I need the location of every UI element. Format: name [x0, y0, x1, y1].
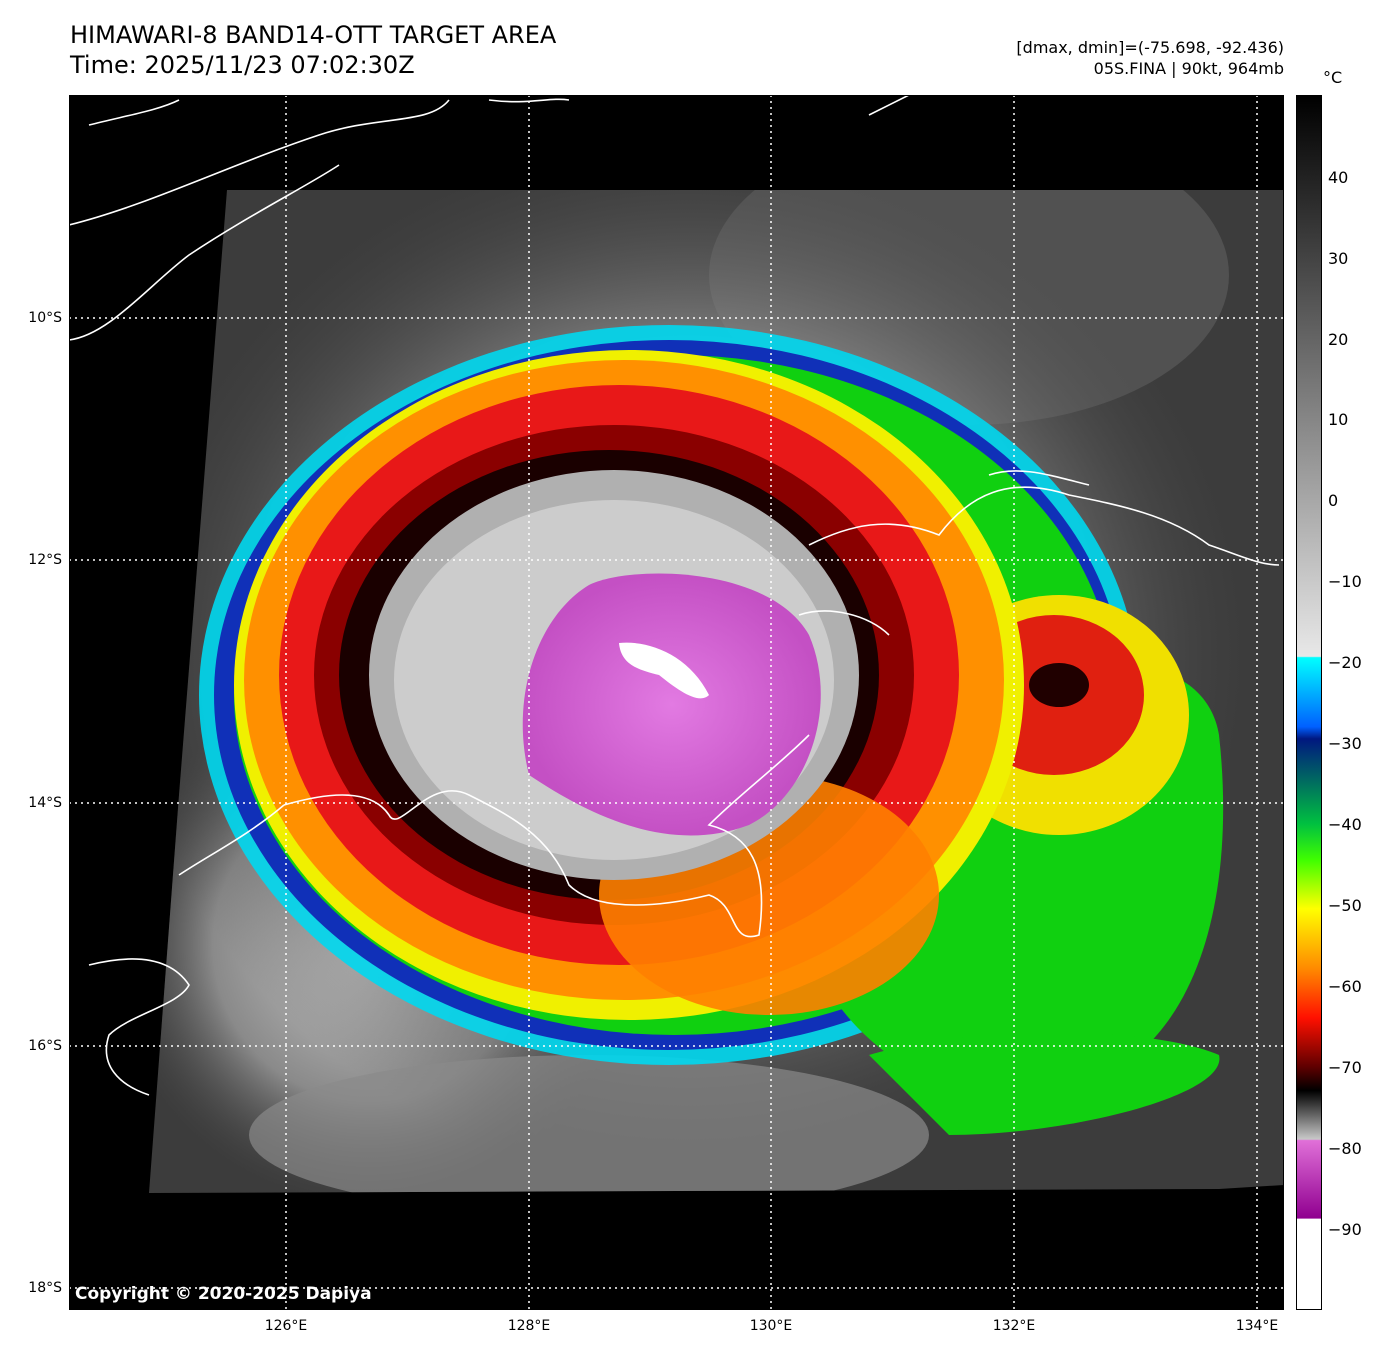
satellite-map [69, 95, 1284, 1310]
colorbar-tick-minus-90: −90 [1328, 1220, 1362, 1239]
lon-label-128e: 128°E [507, 1318, 551, 1334]
graticule [69, 95, 1284, 1310]
lat-label-12s: 12°S [28, 552, 62, 568]
title-product: HIMAWARI-8 BAND14-OTT TARGET AREA [70, 21, 557, 49]
lat-label-10s: 10°S [28, 310, 62, 326]
lat-label-18s: 18°S [28, 1280, 62, 1296]
map-frame [69, 95, 1284, 1310]
colorbar-tick-20: 20 [1328, 330, 1349, 349]
storm-name-intensity: 05S.FINA | 90kt, 964mb [1093, 59, 1284, 78]
colorbar-tick-minus-50: −50 [1328, 896, 1362, 915]
colorbar-scale [1297, 96, 1321, 1309]
colorbar-tick-30: 30 [1328, 249, 1349, 268]
colorbar-tick-minus-30: −30 [1328, 734, 1362, 753]
lon-label-130e: 130°E [749, 1318, 793, 1334]
lat-label-16s: 16°S [28, 1038, 62, 1054]
copyright-label: Copyright © 2020-2025 Dapiya [75, 1284, 372, 1304]
lon-label-132e: 132°E [992, 1318, 1036, 1334]
colorbar-tick-minus-10: −10 [1328, 572, 1362, 591]
storm-info: [dmax, dmin]=(-75.698, -92.436) 05S.FINA… [1016, 37, 1284, 79]
lon-label-134e: 134°E [1235, 1318, 1279, 1334]
cold-cloud-top-core [522, 573, 821, 836]
colorbar-tick-minus-40: −40 [1328, 815, 1362, 834]
colorbar-tick-40: 40 [1328, 168, 1349, 187]
satellite-imagery [69, 95, 1284, 1310]
colorbar-tick-minus-70: −70 [1328, 1058, 1362, 1077]
lon-label-126e: 126°E [264, 1318, 308, 1334]
colorbar-tick-0: 0 [1328, 491, 1339, 510]
lat-label-14s: 14°S [28, 795, 62, 811]
temperature-range: [dmax, dmin]=(-75.698, -92.436) [1016, 38, 1284, 57]
colorbar-tick-minus-60: −60 [1328, 977, 1362, 996]
colorbar-unit: °C [1323, 68, 1343, 87]
map-title: HIMAWARI-8 BAND14-OTT TARGET AREA Time: … [70, 20, 556, 80]
title-time: Time: 2025/11/23 07:02:30Z [70, 51, 415, 79]
temperature-colorbar [1296, 95, 1322, 1310]
coldest-tops [619, 642, 709, 699]
colorbar-tick-minus-80: −80 [1328, 1139, 1362, 1158]
colorbar-tick-minus-20: −20 [1328, 653, 1362, 672]
coastlines [69, 95, 1280, 1096]
colorbar-tick-10: 10 [1328, 410, 1349, 429]
